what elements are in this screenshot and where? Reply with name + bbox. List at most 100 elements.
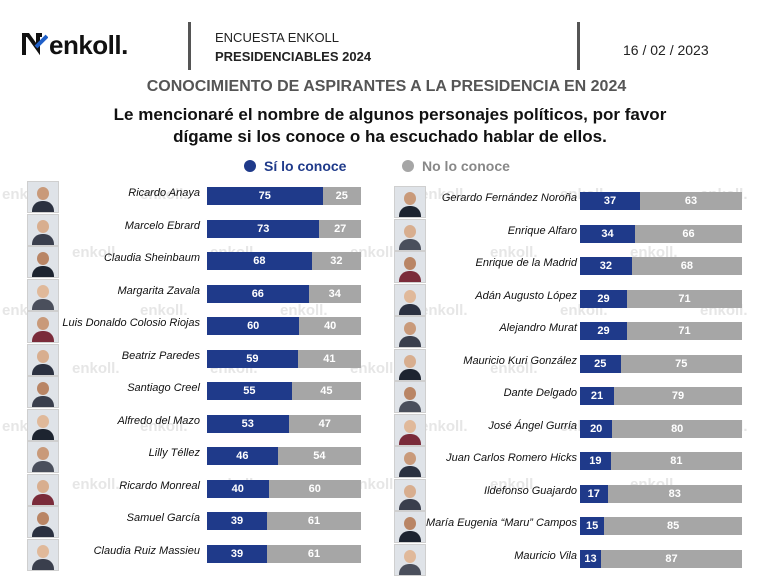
bar-segment-no: 71 [626, 289, 742, 308]
bar-segment-yes: 21 [580, 387, 615, 405]
bar-segment-yes: 32 [580, 257, 632, 275]
candidate-name: Alfredo del Mazo [117, 414, 200, 427]
bar-segment-no: 85 [604, 517, 742, 535]
bar-segment-yes: 75 [207, 187, 323, 205]
bar-segment-no: 47 [288, 414, 361, 433]
stacked-bar: 60 40 [207, 317, 361, 335]
candidate-photo [27, 181, 59, 213]
chart-subtitle: Le mencionaré el nombre de algunos perso… [113, 105, 667, 146]
stacked-bar: 19 81 [580, 452, 742, 470]
bar-segment-no: 25 [322, 187, 361, 205]
stacked-bar: 73 27 [207, 219, 361, 238]
candidate-name: Mauricio Vila [514, 549, 577, 562]
bar-segment-yes: 73 [207, 219, 320, 238]
survey-info: ENCUESTA ENKOLL PRESIDENCIABLES 2024 [215, 28, 371, 66]
logo-text: enkoll. [49, 30, 128, 60]
watermark: enkoll. [72, 476, 120, 493]
survey-name: ENCUESTA ENKOLL [215, 30, 340, 45]
candidate-name: Ricardo Monreal [119, 479, 200, 492]
stacked-bar: 66 34 [207, 284, 361, 303]
bar-segment-yes: 46 [207, 447, 278, 465]
legend-label-yes: Sí lo conoce [264, 158, 347, 174]
candidate-photo [394, 413, 426, 446]
stacked-bar: 34 66 [580, 224, 742, 243]
candidate-name: Alejandro Murat [499, 322, 577, 334]
bar-segment-yes: 68 [207, 252, 312, 270]
candidate-name: Luis Donaldo Colosio Riojas [62, 317, 200, 329]
candidate-name: Adán Augusto López [475, 289, 577, 302]
stacked-bar: 68 32 [207, 252, 361, 270]
bar-segment-no: 40 [299, 317, 361, 335]
candidate-name: José Ángel Gurría [488, 419, 577, 432]
legend-label-no: No lo conoce [422, 158, 510, 174]
candidate-name: Samuel García [126, 512, 200, 524]
candidate-photo [394, 348, 426, 381]
stacked-bar: 29 71 [580, 289, 742, 308]
candidate-photo [394, 218, 426, 251]
stacked-bar: 25 75 [580, 354, 742, 373]
candidate-name: Ricardo Anaya [128, 187, 200, 199]
stacked-bar: 39 61 [207, 544, 361, 563]
stacked-bar: 40 60 [207, 479, 361, 498]
candidate-photo [27, 246, 59, 278]
candidate-photo [394, 186, 426, 218]
bar-segment-yes: 39 [207, 544, 268, 563]
bar-segment-yes: 66 [207, 284, 309, 303]
stacked-bar: 32 68 [580, 257, 742, 275]
bar-segment-yes: 25 [580, 354, 621, 373]
stacked-bar: 20 80 [580, 419, 742, 438]
bar-segment-no: 71 [626, 322, 742, 340]
bar-segment-yes: 34 [580, 224, 636, 243]
survey-date: 16 / 02 / 2023 [623, 42, 709, 58]
candidate-name: Santiago Creel [127, 382, 200, 394]
bar-segment-no: 60 [268, 479, 361, 498]
candidate-name: Ildefonso Guajardo [484, 484, 577, 497]
candidate-name: Gerardo Fernández Noroña [441, 192, 577, 204]
candidate-photo [394, 511, 426, 543]
bar-segment-no: 68 [631, 257, 742, 275]
candidate-photo [27, 311, 59, 343]
stacked-bar: 13 87 [580, 549, 742, 568]
stacked-bar: 46 54 [207, 447, 361, 465]
candidate-name: Enrique de la Madrid [475, 257, 577, 269]
candidate-photo [394, 251, 426, 283]
bar-segment-no: 27 [319, 219, 361, 238]
watermark: enkoll. [420, 302, 468, 319]
candidate-name: Claudia Ruiz Massieu [93, 544, 200, 557]
candidate-photo [27, 376, 59, 408]
bar-segment-yes: 59 [207, 349, 298, 368]
stacked-bar: 55 45 [207, 382, 361, 400]
bar-segment-no: 61 [267, 544, 361, 563]
watermark: enkoll. [72, 360, 120, 377]
bar-segment-no: 66 [635, 224, 742, 243]
candidate-name: Mauricio Kuri González [463, 354, 577, 367]
stacked-bar: 15 85 [580, 517, 742, 535]
candidate-name: Enrique Alfaro [507, 224, 577, 237]
enkoll-logo: enkoll. [22, 30, 128, 61]
stacked-bar: 53 47 [207, 414, 361, 433]
bar-segment-no: 45 [291, 382, 361, 400]
bar-segment-yes: 20 [580, 419, 613, 438]
bar-segment-no: 79 [614, 387, 742, 405]
candidate-photo [394, 283, 426, 316]
candidate-photo [394, 543, 426, 576]
header-divider-right [577, 22, 580, 70]
stacked-bar: 21 79 [580, 387, 742, 405]
survey-topic: PRESIDENCIABLES 2024 [215, 49, 372, 64]
bar-segment-yes: 19 [580, 452, 611, 470]
candidate-photo [394, 381, 426, 413]
bar-segment-yes: 40 [207, 479, 269, 498]
candidate-name: Claudia Sheinbaum [103, 252, 200, 264]
bar-segment-yes: 37 [580, 192, 640, 210]
candidate-photo [27, 408, 59, 441]
candidate-name: Juan Carlos Romero Hicks [446, 452, 577, 464]
bar-segment-no: 87 [601, 549, 742, 568]
candidate-name: Marcelo Ebrard [124, 219, 200, 232]
bar-segment-no: 83 [607, 484, 742, 503]
candidate-photo [394, 446, 426, 478]
candidate-photo [27, 441, 59, 473]
bar-segment-no: 34 [308, 284, 361, 303]
bar-segment-yes: 17 [580, 484, 608, 503]
header: enkoll. ENCUESTA ENKOLL PRESIDENCIABLES … [0, 0, 773, 72]
stacked-bar: 39 61 [207, 512, 361, 530]
